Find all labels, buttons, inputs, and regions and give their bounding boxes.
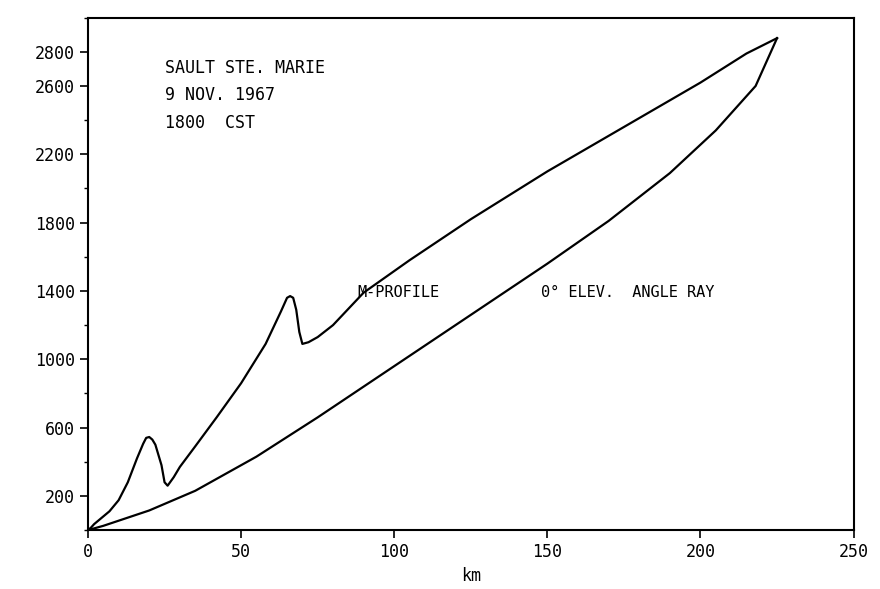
X-axis label: km: km bbox=[461, 567, 480, 585]
Text: M-PROFILE: M-PROFILE bbox=[357, 285, 440, 300]
Text: 0° ELEV.  ANGLE RAY: 0° ELEV. ANGLE RAY bbox=[541, 285, 715, 300]
Text: SAULT STE. MARIE
9 NOV. 1967
1800  CST: SAULT STE. MARIE 9 NOV. 1967 1800 CST bbox=[165, 59, 325, 133]
